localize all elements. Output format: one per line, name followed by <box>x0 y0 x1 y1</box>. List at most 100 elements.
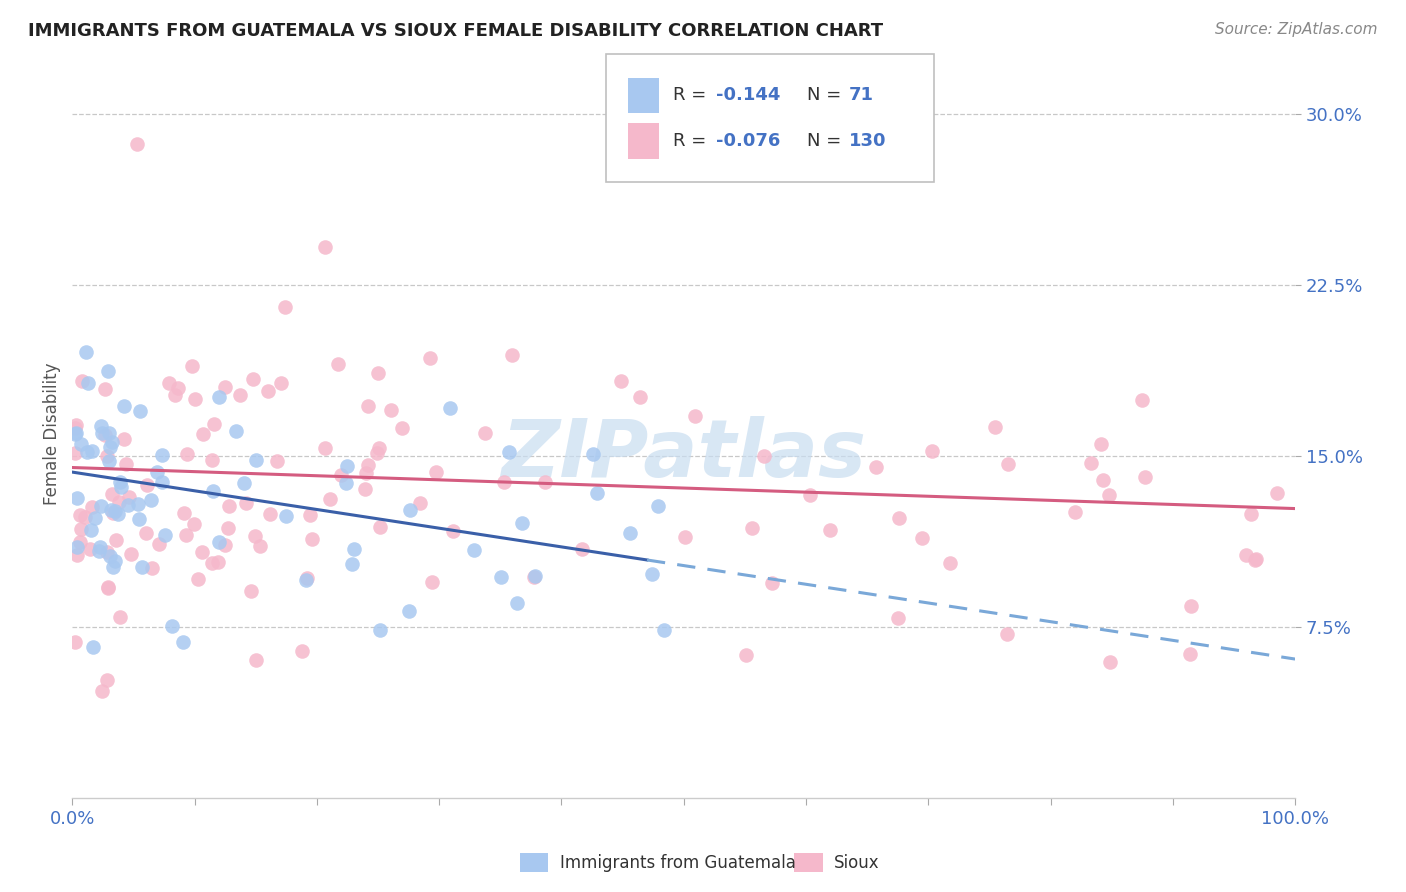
Point <box>297 572 319 586</box>
Point <box>301 532 323 546</box>
Point <box>97 580 120 594</box>
Point <box>343 542 366 557</box>
Point <box>628 390 651 404</box>
Point <box>939 556 962 570</box>
Text: R =: R = <box>673 87 713 104</box>
Point <box>166 381 188 395</box>
Point <box>208 390 231 404</box>
Point <box>107 507 129 521</box>
Point <box>96 364 118 378</box>
Point <box>112 400 135 414</box>
Point <box>174 527 197 541</box>
Point <box>101 487 124 501</box>
Point <box>523 569 546 583</box>
Point <box>463 543 485 558</box>
Point <box>425 465 447 479</box>
Point <box>1180 599 1202 613</box>
Point <box>127 497 149 511</box>
Point <box>752 450 775 464</box>
Point <box>108 475 131 490</box>
Point <box>201 556 224 570</box>
Text: 71: 71 <box>849 87 875 104</box>
Point <box>65 548 87 562</box>
Point <box>367 441 389 455</box>
Point <box>98 426 121 441</box>
Point <box>114 432 136 446</box>
Point <box>150 448 173 462</box>
Point <box>314 441 336 455</box>
Point <box>96 449 118 463</box>
Point <box>225 424 247 438</box>
Point <box>270 376 292 390</box>
Point <box>104 533 127 548</box>
Point <box>997 457 1019 471</box>
Point <box>734 648 756 662</box>
Point <box>66 491 89 505</box>
Point <box>65 417 87 432</box>
Point <box>146 465 169 479</box>
Point <box>652 624 675 638</box>
Point <box>139 493 162 508</box>
Point <box>491 570 513 584</box>
Text: IMMIGRANTS FROM GUATEMALA VS SIOUX FEMALE DISABILITY CORRELATION CHART: IMMIGRANTS FROM GUATEMALA VS SIOUX FEMAL… <box>28 22 883 40</box>
Point <box>249 540 271 554</box>
Text: -0.144: -0.144 <box>716 87 780 104</box>
Point <box>191 426 214 441</box>
Point <box>117 498 139 512</box>
Point <box>136 477 159 491</box>
Point <box>160 619 183 633</box>
Point <box>799 488 821 502</box>
Point <box>98 454 121 468</box>
Point <box>1098 488 1121 502</box>
Point <box>1178 647 1201 661</box>
Point <box>356 458 378 473</box>
Point <box>420 574 443 589</box>
Point <box>176 447 198 461</box>
Point <box>233 476 256 491</box>
Point <box>512 516 534 531</box>
Point <box>418 351 440 365</box>
Point <box>585 486 607 500</box>
Point <box>87 544 110 558</box>
Point <box>439 401 461 415</box>
Point <box>335 476 357 491</box>
Point <box>89 540 111 554</box>
Point <box>128 511 150 525</box>
Text: -0.076: -0.076 <box>716 132 780 150</box>
Point <box>1244 553 1267 567</box>
Point <box>173 506 195 520</box>
Point <box>217 521 239 535</box>
Point <box>673 530 696 544</box>
Point <box>619 526 641 541</box>
Point <box>887 511 910 525</box>
Point <box>69 534 91 549</box>
Point <box>235 495 257 509</box>
Point <box>609 374 631 388</box>
Point <box>103 560 125 574</box>
Point <box>69 523 91 537</box>
Point <box>354 467 377 481</box>
Text: Immigrants from Guatemala: Immigrants from Guatemala <box>560 854 796 871</box>
Point <box>202 417 225 432</box>
Point <box>214 380 236 394</box>
Point <box>498 445 520 459</box>
Point <box>150 475 173 489</box>
Text: Source: ZipAtlas.com: Source: ZipAtlas.com <box>1215 22 1378 37</box>
Point <box>245 653 267 667</box>
Point <box>1244 551 1267 566</box>
Point <box>79 541 101 556</box>
Point <box>214 538 236 552</box>
Text: 130: 130 <box>849 132 887 150</box>
Point <box>191 545 214 559</box>
Point <box>207 555 229 569</box>
Point <box>887 610 910 624</box>
Point <box>110 609 132 624</box>
Point <box>63 634 86 648</box>
Point <box>98 440 121 454</box>
Point <box>73 510 96 524</box>
Point <box>63 426 86 441</box>
Point <box>120 547 142 561</box>
Text: Sioux: Sioux <box>834 854 879 871</box>
Point <box>336 458 359 473</box>
Point <box>257 384 280 398</box>
